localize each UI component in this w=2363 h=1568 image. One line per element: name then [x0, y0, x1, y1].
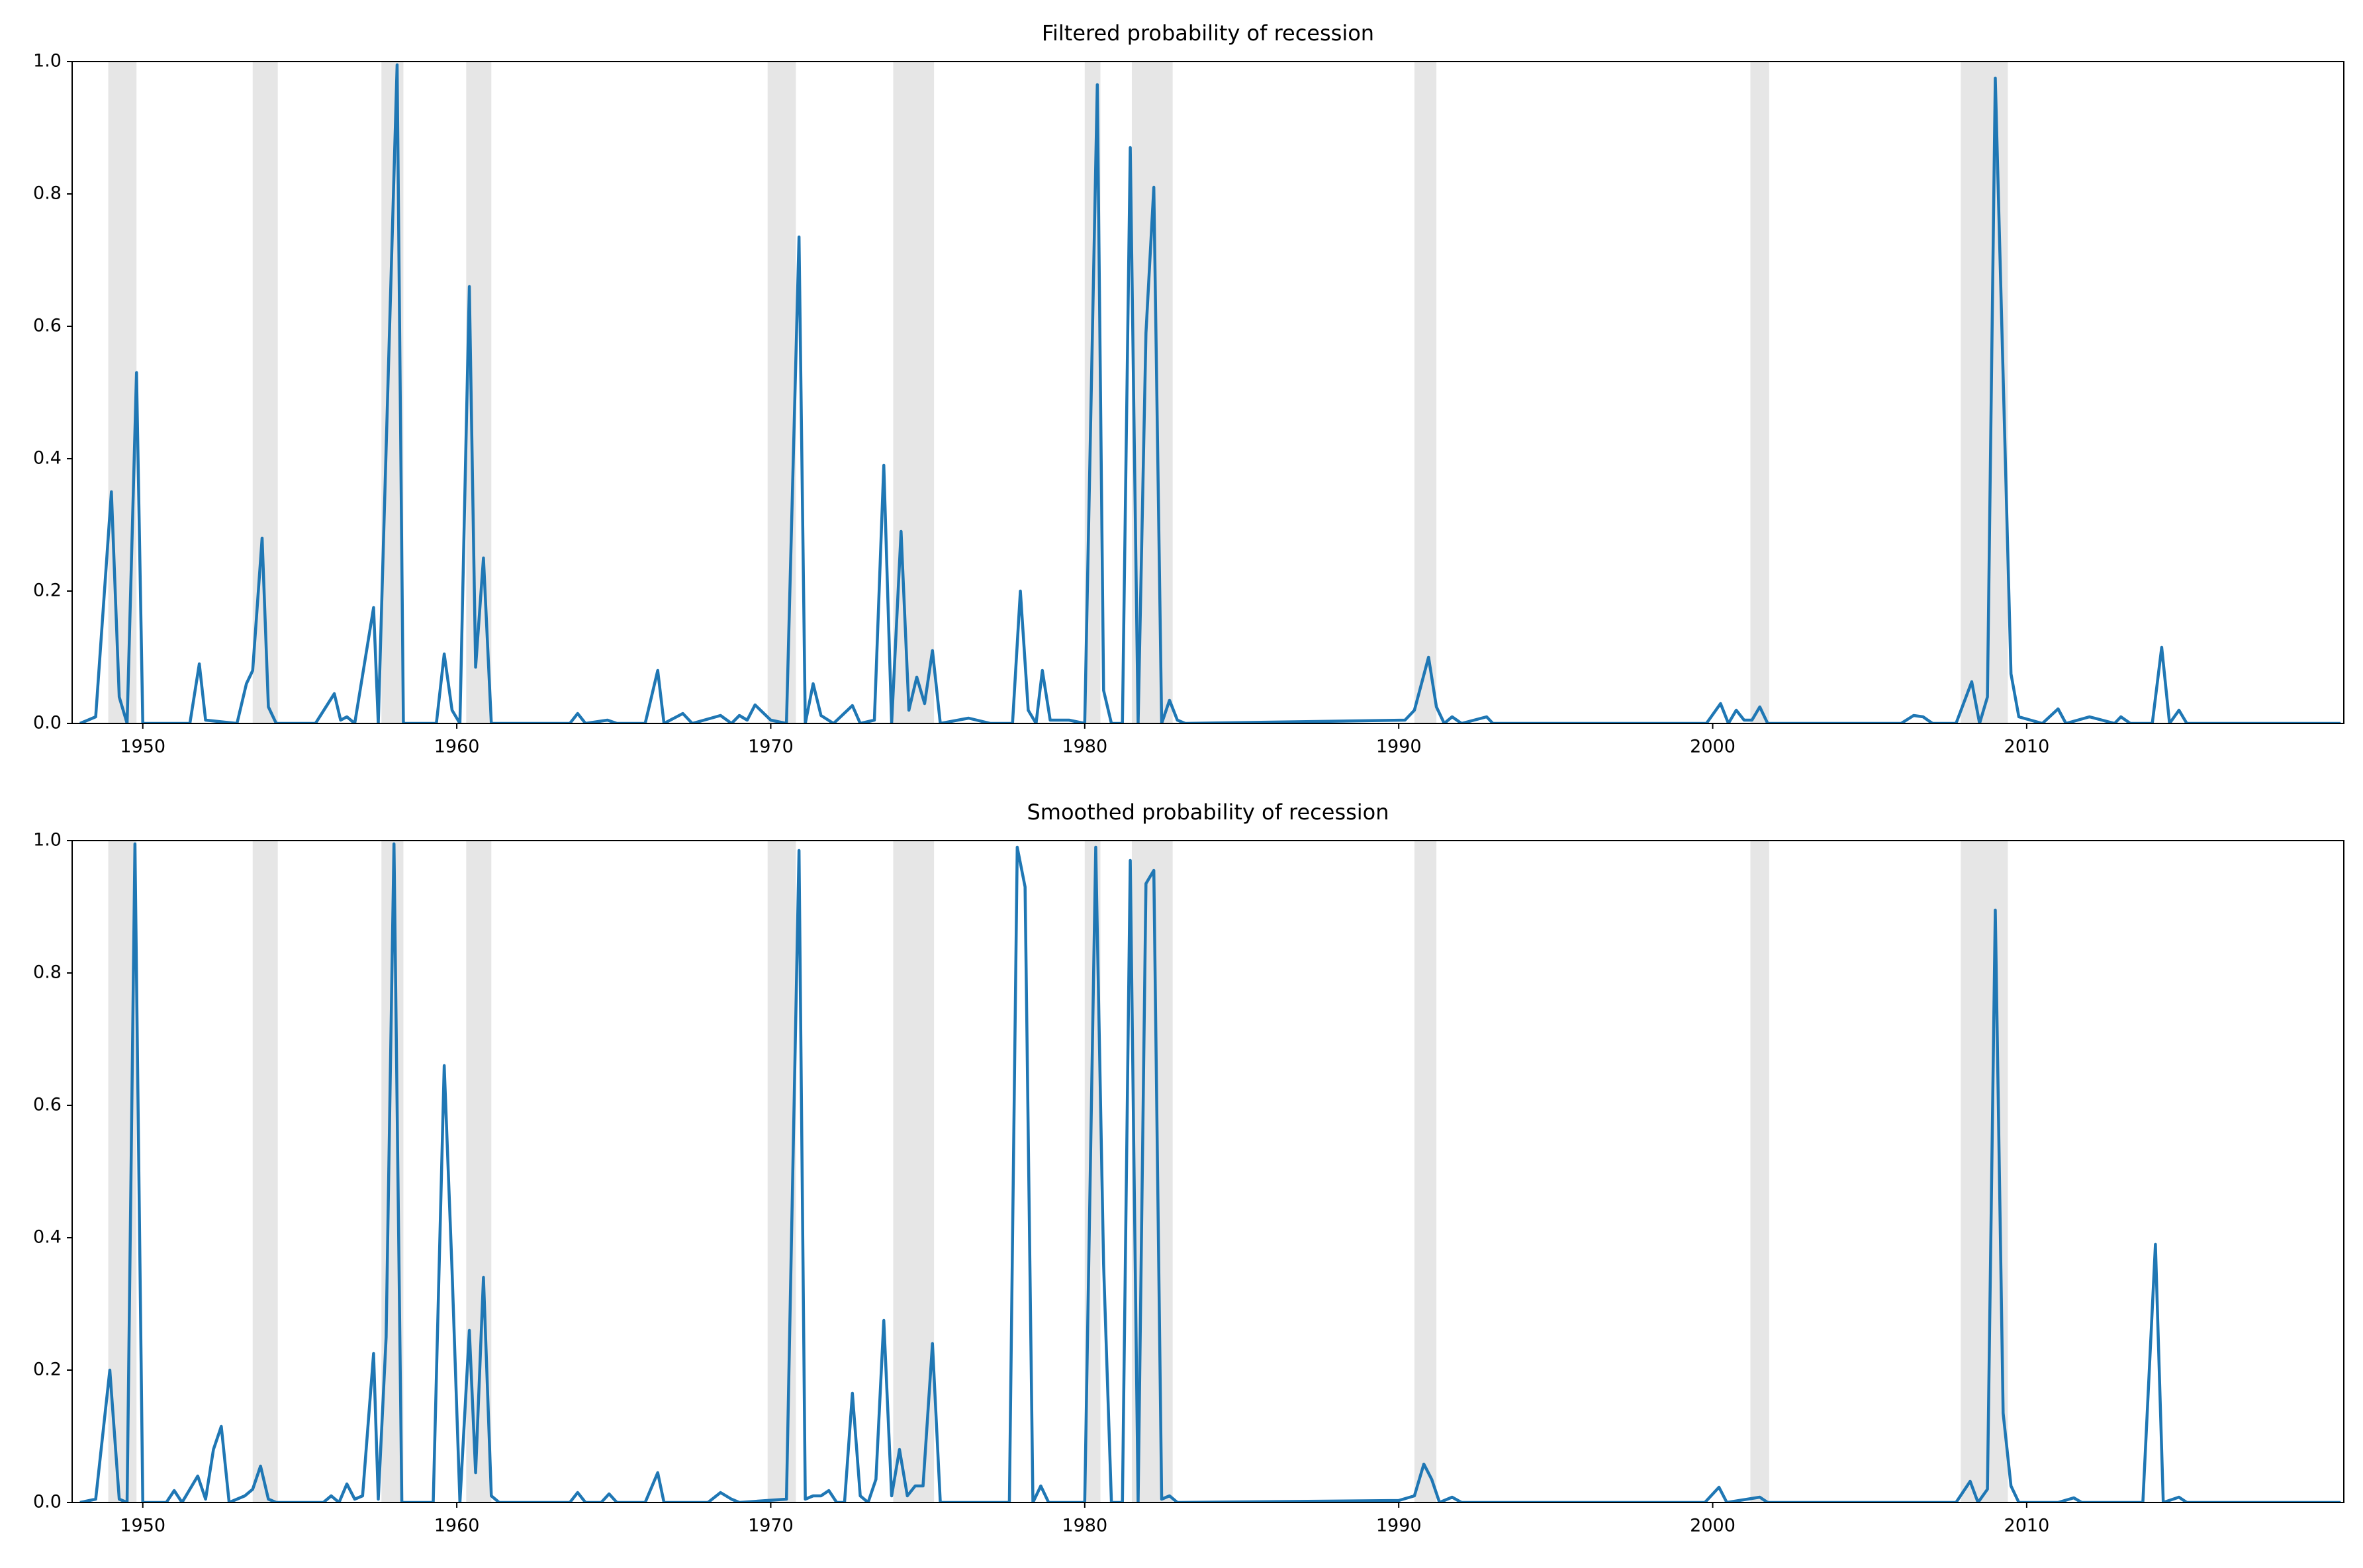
y-tick-label: 0.8 — [33, 962, 62, 983]
axes-frame — [71, 840, 2344, 1503]
series-line — [79, 63, 2341, 723]
recession-band — [1414, 62, 1437, 723]
chart-title: Filtered probability of recession — [1042, 21, 1374, 46]
recession-band — [767, 841, 796, 1502]
x-tick-label: 1990 — [1376, 737, 1422, 757]
y-tick-label: 0.4 — [33, 1227, 62, 1248]
x-tick-label: 1980 — [1062, 1516, 1107, 1536]
y-tick-label: 0.4 — [33, 448, 62, 469]
x-tick-label: 1960 — [434, 1516, 480, 1536]
x-tick-label: 1980 — [1062, 737, 1107, 757]
recession-band — [1750, 841, 1769, 1502]
x-tick-label: 2010 — [2004, 1516, 2050, 1536]
x-tick-label: 1960 — [434, 737, 480, 757]
axes-frame — [71, 61, 2344, 724]
y-tick-label: 0.6 — [33, 316, 62, 336]
x-tick-label: 2000 — [1690, 1516, 1736, 1536]
recession-band — [1414, 841, 1437, 1502]
recession-band — [1131, 62, 1173, 723]
y-tick-label: 1.0 — [33, 830, 62, 851]
y-tick-label: 0.6 — [33, 1095, 62, 1115]
y-tick-label: 0.2 — [33, 1360, 62, 1380]
series-line — [79, 842, 2341, 1502]
x-tick-label: 1950 — [120, 737, 165, 757]
y-tick-label: 1.0 — [33, 51, 62, 71]
recession-band — [893, 841, 935, 1502]
plot-area — [79, 841, 2341, 1502]
x-tick-label: 1950 — [120, 1516, 165, 1536]
plot-area — [79, 62, 2341, 723]
x-tick-label: 1970 — [748, 737, 794, 757]
recession-band — [893, 62, 935, 723]
x-tick-label: 2000 — [1690, 737, 1736, 757]
y-tick-label: 0.8 — [33, 183, 62, 204]
recession-band — [1750, 62, 1769, 723]
y-tick-label: 0.0 — [33, 1492, 62, 1512]
recession-band — [108, 62, 137, 723]
x-tick-label: 1990 — [1376, 1516, 1422, 1536]
recession-band — [252, 841, 278, 1502]
x-tick-label: 2010 — [2004, 737, 2050, 757]
recession-band — [767, 62, 796, 723]
recession-band — [1961, 62, 2008, 723]
x-tick-label: 1970 — [748, 1516, 794, 1536]
y-tick-label: 0.2 — [33, 580, 62, 601]
chart-title: Smoothed probability of recession — [1027, 800, 1389, 825]
y-tick-label: 0.0 — [33, 713, 62, 733]
